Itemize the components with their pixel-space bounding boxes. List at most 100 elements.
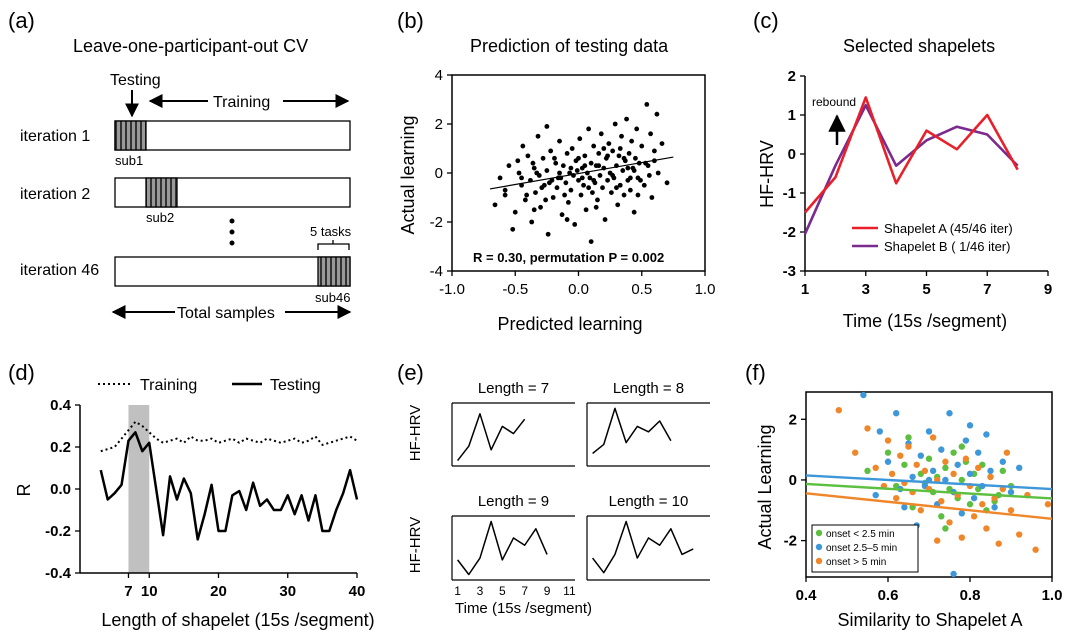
data-point <box>620 168 626 173</box>
x-tick-label: 30 <box>279 583 296 600</box>
data-point <box>597 173 603 178</box>
data-point <box>502 192 508 198</box>
series-line <box>803 103 1019 235</box>
legend-marker <box>815 529 823 537</box>
data-point <box>572 222 578 227</box>
data-point <box>543 197 549 203</box>
data-point <box>991 494 998 502</box>
data-point <box>641 182 647 188</box>
row-46-test-block <box>317 256 351 287</box>
row-1-test-block <box>114 120 147 151</box>
panel-b-ylabel: Actual learning <box>398 115 418 234</box>
data-point <box>1016 531 1023 538</box>
data-point <box>884 449 892 456</box>
x-tick-label: 10 <box>141 583 158 600</box>
data-point <box>631 168 637 173</box>
series-line <box>456 520 548 576</box>
panel-e-ylabel-bottom: HF-HRV <box>407 517 424 573</box>
highlight-band <box>128 405 150 573</box>
data-point <box>975 449 982 456</box>
x-tick-label: 7 <box>521 584 528 598</box>
data-point <box>606 141 612 147</box>
panel-b-title: Prediction of testing data <box>470 36 669 56</box>
data-point <box>552 155 557 161</box>
data-point <box>646 173 652 178</box>
ellipsis-dot <box>229 229 235 235</box>
y-tick-label: -4 <box>430 263 443 280</box>
data-point <box>574 168 580 173</box>
data-point <box>539 185 545 191</box>
data-point <box>884 458 892 465</box>
plot-f: 0.4 0.6 0.8 1.0 -2 0 2 onset < 2.5 min onset 2.5… <box>784 391 1062 604</box>
x-tick-label: 1 <box>454 584 461 598</box>
data-point <box>946 519 953 526</box>
data-point <box>497 175 503 181</box>
data-point <box>864 425 871 432</box>
plot-c: 1 3 5 7 9 -3 -2 -1 0 1 2 Shapelet A (45/46 iter) Sha… <box>783 68 1053 298</box>
data-point <box>626 151 632 156</box>
data-point <box>627 175 633 181</box>
data-point <box>917 507 924 514</box>
data-point <box>905 443 912 450</box>
panel-c-title: Selected shapelets <box>843 36 995 56</box>
data-point <box>999 467 1006 475</box>
data-point <box>576 155 581 161</box>
series-line <box>591 520 694 574</box>
legend-label: onset < 2.5 min <box>826 529 895 540</box>
row-2-label: iteration 2 <box>20 186 90 203</box>
data-point <box>545 231 551 237</box>
legend-label: onset > 5 min <box>826 557 886 568</box>
legend-label: Shapelet A (45/46 iter) <box>884 221 1013 236</box>
y-tick-label: 2 <box>789 411 797 428</box>
data-point <box>608 190 614 196</box>
data-point <box>659 141 665 147</box>
x-tick-label: 5 <box>922 281 930 298</box>
row-46-label: iteration 46 <box>20 262 99 279</box>
legend-marker <box>815 543 823 551</box>
x-tick-label: 0.4 <box>796 587 818 604</box>
data-point <box>1007 507 1015 514</box>
data-point <box>999 458 1006 465</box>
data-point <box>602 217 608 222</box>
data-point <box>582 153 588 159</box>
x-tick-label: 1 <box>801 281 809 298</box>
panel-d-ylabel: R <box>14 484 34 497</box>
data-point <box>917 452 924 459</box>
panel-b: (b) Prediction of testing data -1.0 -0.5 0… <box>397 8 715 334</box>
data-point <box>557 138 562 144</box>
data-point <box>876 428 883 435</box>
data-point <box>958 534 965 541</box>
x-tick-label: -1.0 <box>439 281 465 298</box>
data-point <box>529 219 535 225</box>
data-point <box>627 187 633 193</box>
data-point <box>531 165 537 171</box>
row-2-sub: sub2 <box>146 210 174 225</box>
data-point <box>938 497 945 505</box>
panel-d-label: (d) <box>8 360 35 385</box>
total-label: Total samples <box>177 305 275 322</box>
x-tick-label: 7 <box>124 583 132 600</box>
data-point <box>860 391 867 399</box>
data-point <box>598 131 604 137</box>
data-point <box>905 434 912 441</box>
data-point <box>586 185 592 191</box>
y-tick-label: 0 <box>788 146 796 163</box>
series-line <box>456 413 526 462</box>
panel-c: (c) Selected shapelets 1 3 5 7 9 -3 -2 -1 0 1 2 Sha… <box>753 8 1052 331</box>
data-point <box>958 443 965 450</box>
data-point <box>520 143 526 149</box>
data-point <box>950 470 957 478</box>
data-point <box>970 513 978 520</box>
data-point <box>648 131 654 137</box>
data-point <box>884 437 892 444</box>
data-point <box>591 177 597 183</box>
panel-e-xlabel: Time (15s /segment) <box>455 600 592 617</box>
legend-label: onset 2.5–5 min <box>826 543 897 554</box>
data-point <box>872 491 879 499</box>
rebound-label: rebound <box>812 95 856 109</box>
data-point <box>942 464 949 472</box>
data-point <box>547 180 552 186</box>
data-point <box>596 151 602 156</box>
subplot-title: Length = 9 <box>478 493 549 510</box>
fit-line <box>489 156 674 190</box>
